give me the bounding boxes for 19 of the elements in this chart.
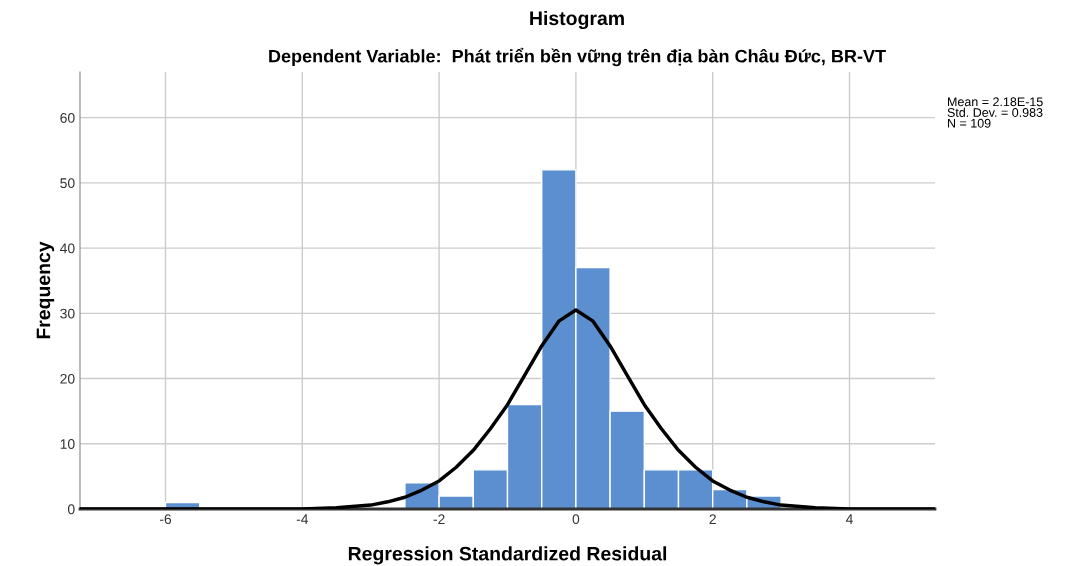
x-axis-title: Regression Standardized Residual (348, 546, 667, 565)
y-tick-label: 50 (60, 178, 75, 189)
x-tick-label: 0 (572, 514, 580, 525)
x-tick-label: 2 (709, 514, 716, 524)
x-tick-label: 4 (845, 514, 853, 524)
y-tick-label: 40 (60, 243, 75, 254)
y-tick-label: 30 (60, 308, 75, 319)
y-tick-label: 20 (60, 373, 75, 384)
text: Mean = 2.18E-15 Std. Dev. = 0.983 N = 109 (947, 97, 1043, 128)
y-tick-label: 10 (60, 439, 75, 449)
chart-title: Histogram (530, 10, 624, 30)
y-tick-label: 0 (67, 504, 75, 515)
x-tick-label: -2 (433, 514, 445, 524)
y-tick-label: 60 (60, 112, 75, 123)
chart-subtitle: Dependent Variable: Phát triển bền vững trên địa bàn Châu Đức, BR-VT (269, 47, 886, 67)
x-tick-label: -4 (296, 514, 309, 524)
line-series (80, 308, 935, 509)
y-axis-title: Frequency (36, 241, 55, 339)
x-tick-label: -6 (159, 514, 172, 525)
